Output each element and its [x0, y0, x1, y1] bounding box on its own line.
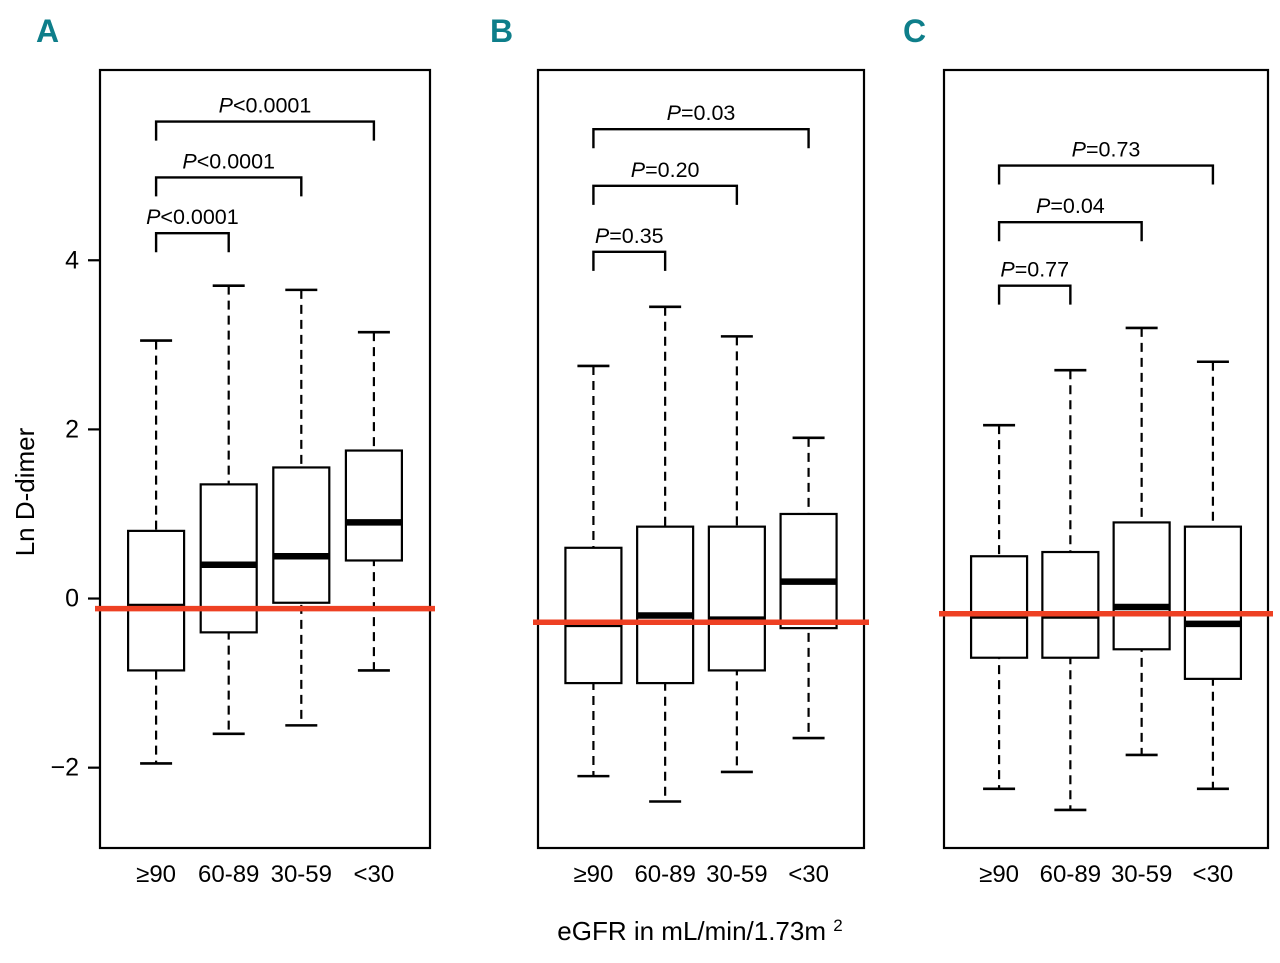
category-label: ≥90 — [573, 861, 613, 888]
category-label: 30-59 — [271, 861, 332, 888]
box — [636, 525, 695, 685]
panel-frame — [536, 68, 866, 850]
category-label: <30 — [354, 861, 395, 888]
panel-label-c: C — [903, 13, 926, 49]
p-value-label: P=0.04 — [1036, 194, 1105, 218]
category-label: 30-59 — [1111, 861, 1172, 888]
box — [1112, 521, 1171, 651]
p-value-label: P=0.77 — [1000, 258, 1069, 282]
comparison-bracket — [592, 127, 810, 149]
comparison-bracket — [592, 184, 739, 205]
category-label: 60-89 — [634, 861, 695, 888]
panel-label-a: A — [36, 13, 59, 49]
x-axis-title: eGFR in mL/min/1.73m 2 — [557, 916, 842, 946]
category-label: 60-89 — [1040, 861, 1101, 888]
category-label: <30 — [788, 861, 829, 888]
p-value-label: P<0.0001 — [219, 94, 312, 118]
category-label: ≥90 — [979, 861, 1019, 888]
p-value-label: P<0.0001 — [182, 149, 275, 173]
y-tick-label: 0 — [65, 585, 79, 613]
x-axis-title-superscript: 2 — [833, 916, 842, 935]
comparison-bracket — [154, 232, 230, 253]
panel-frame — [942, 68, 1270, 850]
comparison-bracket — [592, 250, 667, 271]
box — [1041, 550, 1100, 659]
comparison-bracket — [154, 176, 303, 197]
comparison-bracket — [997, 284, 1072, 305]
box — [779, 512, 838, 630]
comparison-bracket — [154, 120, 376, 141]
box — [272, 466, 331, 604]
box — [707, 525, 766, 672]
box — [127, 529, 186, 672]
panel-label-b: B — [490, 13, 513, 49]
category-label: 60-89 — [198, 861, 259, 888]
category-label: ≥90 — [136, 861, 176, 888]
category-label: <30 — [1193, 861, 1234, 888]
p-value-label: P=0.20 — [631, 158, 700, 182]
box — [969, 555, 1029, 659]
y-axis-title: Ln D-dimer — [10, 427, 40, 556]
box — [1183, 525, 1243, 680]
comparison-bracket — [997, 164, 1215, 185]
y-tick-label: 4 — [65, 246, 79, 274]
comparison-bracket — [997, 221, 1143, 242]
x-axis-title-base: eGFR in mL/min/1.73m — [557, 916, 826, 946]
p-value-label: P=0.03 — [667, 101, 736, 125]
p-value-label: P=0.73 — [1072, 138, 1141, 162]
y-tick-label: −2 — [50, 754, 79, 782]
box — [344, 449, 403, 562]
p-value-label: P=0.35 — [595, 224, 664, 248]
p-value-label: P<0.0001 — [146, 205, 239, 229]
box — [564, 546, 623, 685]
plot-layer: −2 0 2 4 ≥90 60-89 30-59 <30 P<0.0001 P<0.0001 P<0… — [50, 68, 1273, 888]
panel-frame — [98, 68, 432, 850]
category-label: 30-59 — [706, 861, 767, 888]
y-tick-label: 2 — [65, 415, 79, 443]
